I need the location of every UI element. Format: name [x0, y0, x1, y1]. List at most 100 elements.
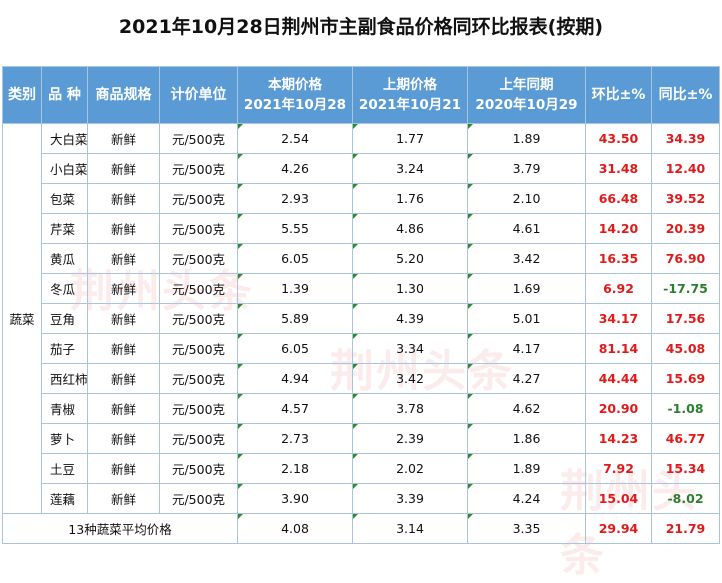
mom-change: 14.20	[585, 213, 652, 244]
last-year-price: 5.01	[467, 303, 586, 334]
current-price: 1.39	[237, 273, 353, 304]
item-unit: 元/500克	[159, 333, 238, 364]
item-unit: 元/500克	[159, 243, 238, 274]
current-price: 4.57	[237, 393, 353, 424]
mom-change: 44.44	[585, 363, 652, 394]
mom-change: 15.04	[585, 483, 652, 514]
previous-price: 3.42	[352, 363, 468, 394]
summary-yoy: 21.79	[651, 513, 720, 544]
current-price: 2.93	[237, 183, 353, 214]
item-spec: 新鲜	[87, 213, 160, 244]
mom-change: 81.14	[585, 333, 652, 364]
item-name: 青椒	[41, 393, 88, 424]
last-year-price: 3.79	[467, 153, 586, 184]
header-current-date: 2021年10月28	[243, 97, 347, 113]
yoy-change: 76.90	[651, 243, 720, 274]
current-price: 3.90	[237, 483, 353, 514]
header-mom: 环比±%	[585, 66, 652, 124]
item-name: 莲藕	[41, 483, 88, 514]
last-year-price: 4.62	[467, 393, 586, 424]
summary-mom: 29.94	[585, 513, 652, 544]
previous-price: 1.30	[352, 273, 468, 304]
table-row: 蔬菜 大白菜 新鲜 元/500克 2.54 1.77 1.89 43.50 34.39	[2, 123, 720, 514]
mom-change: 14.23	[585, 423, 652, 454]
summary-last-year: 3.35	[467, 513, 586, 544]
item-spec: 新鲜	[87, 153, 160, 184]
previous-price: 1.76	[352, 183, 468, 214]
header-previous: 上期价格 2021年10月21	[352, 66, 468, 124]
yoy-change: -17.75	[651, 273, 720, 304]
last-year-price: 1.89	[467, 123, 586, 154]
current-price: 6.05	[237, 243, 353, 274]
previous-price: 1.77	[352, 123, 468, 154]
item-name: 黄瓜	[41, 243, 88, 274]
table-row: 茄子 新鲜 元/500克 6.05 3.34 4.17 81.14 45.08	[3, 333, 720, 364]
table-row: 小白菜 新鲜 元/500克 4.26 3.24 3.79 31.48 12.40	[3, 153, 720, 184]
item-spec: 新鲜	[87, 273, 160, 304]
mom-change: 20.90	[585, 393, 652, 424]
table-row: 芹菜 新鲜 元/500克 5.55 4.86 4.61 14.20 20.39	[3, 213, 720, 244]
item-name: 豆角	[41, 303, 88, 334]
header-unit: 计价单位	[159, 66, 238, 124]
previous-price: 3.78	[352, 393, 468, 424]
current-price: 2.54	[237, 123, 353, 154]
previous-price: 3.24	[352, 153, 468, 184]
table-row: 萝卜 新鲜 元/500克 2.73 2.39 1.86 14.23 46.77	[3, 423, 720, 454]
summary-current: 4.08	[237, 513, 353, 544]
item-name: 包菜	[41, 183, 88, 214]
item-name: 冬瓜	[41, 273, 88, 304]
yoy-change: 39.52	[651, 183, 720, 214]
last-year-price: 2.10	[467, 183, 586, 214]
item-unit: 元/500克	[159, 363, 238, 394]
summary-row: 13种蔬菜平均价格 4.08 3.14 3.35 29.94 21.79	[2, 513, 720, 544]
previous-price: 3.39	[352, 483, 468, 514]
header-current-label: 本期价格	[268, 77, 322, 93]
yoy-change: 15.69	[651, 363, 720, 394]
table-row: 包菜 新鲜 元/500克 2.93 1.76 2.10 66.48 39.52	[3, 183, 720, 214]
item-unit: 元/500克	[159, 453, 238, 484]
item-name: 芹菜	[41, 213, 88, 244]
table-row: 莲藕 新鲜 元/500克 3.90 3.39 4.24 15.04 -8.02	[3, 483, 720, 514]
item-unit: 元/500克	[159, 423, 238, 454]
last-year-price: 1.89	[467, 453, 586, 484]
header-yoy: 同比±%	[651, 66, 720, 124]
summary-previous: 3.14	[352, 513, 468, 544]
yoy-change: 17.56	[651, 303, 720, 334]
yoy-change: 45.08	[651, 333, 720, 364]
last-year-price: 4.61	[467, 213, 586, 244]
previous-price: 3.34	[352, 333, 468, 364]
item-name: 茄子	[41, 333, 88, 364]
table-row: 黄瓜 新鲜 元/500克 6.05 5.20 3.42 16.35 76.90	[3, 243, 720, 274]
table-row: 冬瓜 新鲜 元/500克 1.39 1.30 1.69 6.92 -17.75	[3, 273, 720, 304]
current-price: 5.89	[237, 303, 353, 334]
previous-price: 2.02	[352, 453, 468, 484]
header-previous-label: 上期价格	[383, 77, 437, 93]
item-name: 土豆	[41, 453, 88, 484]
yoy-change: 34.39	[651, 123, 720, 154]
item-spec: 新鲜	[87, 333, 160, 364]
item-spec: 新鲜	[87, 393, 160, 424]
table-row: 豆角 新鲜 元/500克 5.89 4.39 5.01 34.17 17.56	[3, 303, 720, 334]
header-last-year-date: 2020年10月29	[475, 97, 578, 113]
yoy-change: 15.34	[651, 453, 720, 484]
item-unit: 元/500克	[159, 153, 238, 184]
last-year-price: 4.27	[467, 363, 586, 394]
item-unit: 元/500克	[159, 393, 238, 424]
mom-change: 31.48	[585, 153, 652, 184]
item-unit: 元/500克	[159, 273, 238, 304]
page-title: 2021年10月28日荆州市主副食品价格同环比报表(按期)	[118, 16, 604, 38]
header-last-year-label: 上年同期	[499, 77, 554, 93]
yoy-change: 20.39	[651, 213, 720, 244]
item-unit: 元/500克	[159, 123, 238, 154]
item-spec: 新鲜	[87, 363, 160, 394]
category-cell: 蔬菜	[2, 123, 42, 514]
mom-change: 66.48	[585, 183, 652, 214]
mom-change: 6.92	[585, 273, 652, 304]
previous-price: 4.39	[352, 303, 468, 334]
item-spec: 新鲜	[87, 303, 160, 334]
item-unit: 元/500克	[159, 303, 238, 334]
current-price: 4.94	[237, 363, 353, 394]
yoy-change: -1.08	[651, 393, 720, 424]
mom-change: 16.35	[585, 243, 652, 274]
item-spec: 新鲜	[87, 453, 160, 484]
